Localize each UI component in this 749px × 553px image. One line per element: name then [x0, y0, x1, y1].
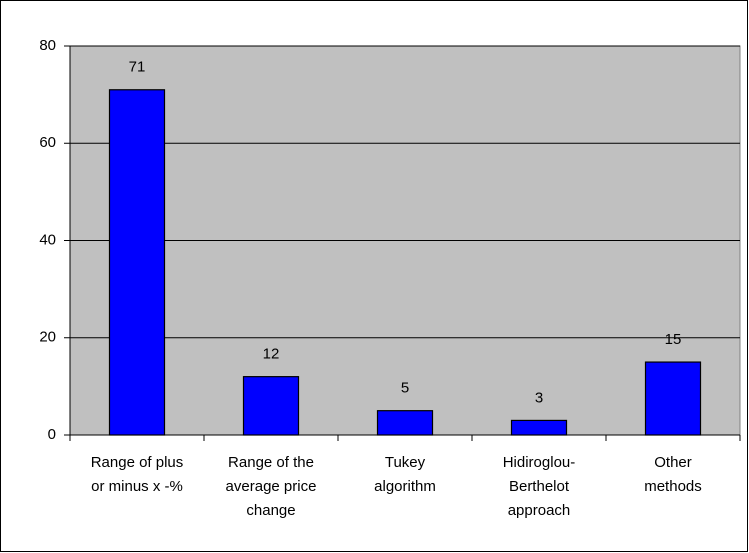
- data-label: 15: [665, 331, 682, 348]
- x-tick-label: Range of the average price change: [225, 454, 317, 519]
- bar: [510, 419, 568, 436]
- y-tick-label: 40: [39, 231, 56, 248]
- data-label: 71: [129, 59, 146, 76]
- x-tick-label: Tukey algorithm: [374, 454, 436, 495]
- bar: [108, 89, 166, 436]
- x-tick-label: Range of plus or minus x -%: [90, 454, 184, 495]
- data-label: 5: [401, 380, 409, 397]
- bar: [376, 410, 434, 436]
- data-label: 12: [263, 346, 280, 363]
- bar: [644, 361, 702, 436]
- bar: [242, 376, 300, 436]
- x-tick-label: Other methods: [644, 454, 702, 495]
- y-tick-label: 20: [39, 329, 56, 346]
- y-tick-label: 60: [39, 134, 56, 151]
- x-tick-label: Hidiroglou-Berthelot approach: [502, 454, 576, 519]
- data-label: 3: [535, 389, 543, 406]
- y-tick-label: 0: [48, 426, 56, 443]
- y-tick-label: 80: [39, 37, 56, 54]
